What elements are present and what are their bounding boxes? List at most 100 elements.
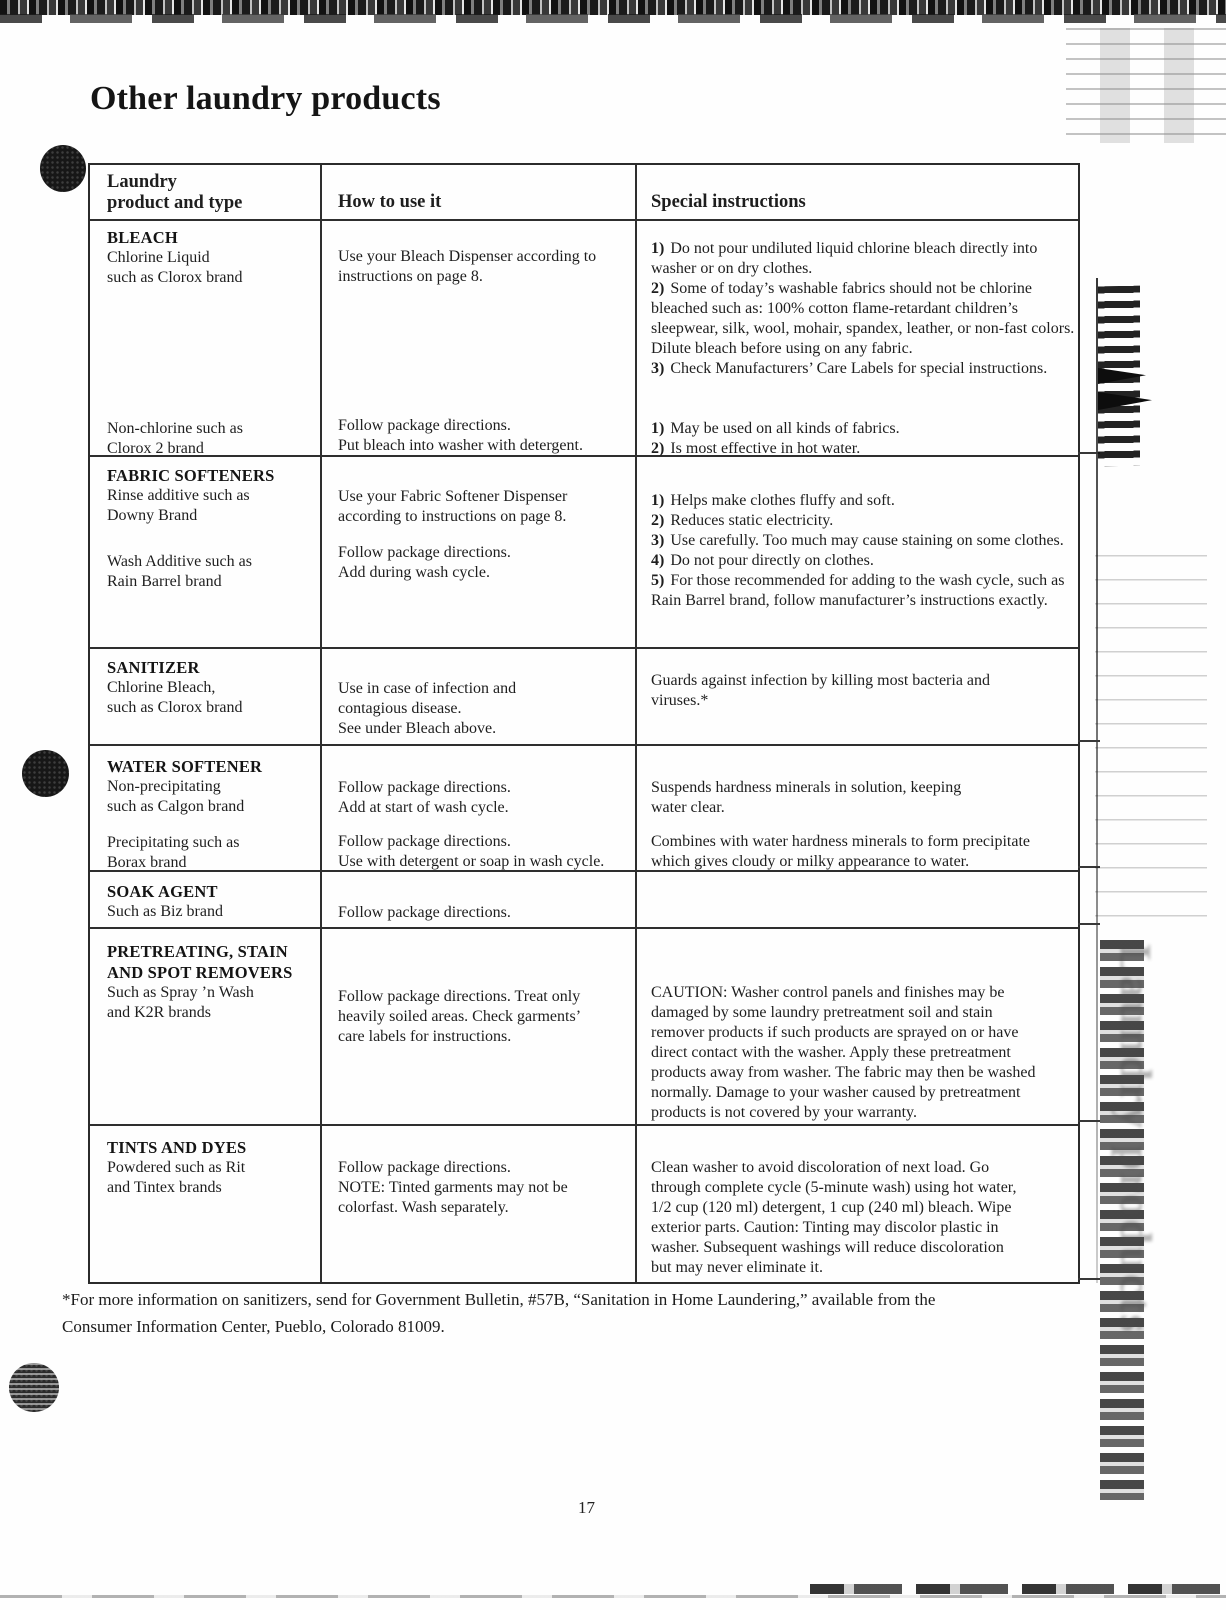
item-number: 3) [651, 360, 665, 377]
row-water-softener: WATER SOFTENER Non-precipitating such as… [90, 744, 1078, 873]
header-how-to-use: How to use it [320, 165, 635, 219]
sanitizer-instructions-cell: Guards against infection by killing most… [635, 649, 1078, 744]
scan-noise-top-edge [0, 0, 1226, 15]
instruction-item: 3) Use carefully. Too much may cause stai… [651, 531, 1076, 551]
product-lines: Chlorine Liquid such as Clorox brand [107, 249, 243, 286]
scan-line [1078, 923, 1100, 925]
water-softener-usage-cell: Follow package directions. Add at start … [320, 746, 635, 873]
instruction-list: 1) Do not pour undiluted liquid chlorine … [651, 239, 1076, 419]
usage-text: Use your Bleach Dispenser according to i… [338, 248, 597, 285]
soak-agent-instructions-cell [635, 872, 1078, 927]
item-text: Is most effective in hot water. [670, 440, 861, 457]
fabric-softeners-instructions-cell: 1) Helps make clothes fluffy and soft. 2)… [635, 457, 1078, 647]
product-lines: Non-chlorine such as Clorox 2 brand [107, 420, 243, 457]
soak-agent-usage-cell: Follow package directions. [320, 872, 635, 927]
product-lines: Precipitating such as Borax brand [107, 834, 240, 871]
usage-text: Follow package directions. [338, 904, 511, 921]
item-number: 2) [651, 280, 665, 297]
hole-punch-top [40, 145, 86, 192]
bleach-instructions-cell: 1) Do not pour undiluted liquid chlorine … [635, 221, 1078, 459]
laundry-products-table: Laundry product and type How to use it S… [88, 163, 1080, 1284]
item-text: Helps make clothes fluffy and soft. [670, 492, 895, 509]
scan-noise-bottom-line [0, 1595, 1226, 1598]
item-number: 2) [651, 440, 665, 457]
pretreating-product-cell: PRETREATING, STAIN AND SPOT REMOVERS Suc… [90, 929, 320, 1124]
instruction-item: 2) Reduces static electricity. [651, 511, 1076, 531]
row-heading: PRETREATING, STAIN AND SPOT REMOVERS [107, 942, 293, 982]
tints-usage-cell: Follow package directions. NOTE: Tinted … [320, 1126, 635, 1282]
item-number: 1) [651, 420, 665, 437]
product-lines: Powdered such as Rit and Tintex brands [107, 1159, 246, 1196]
pretreating-instructions-cell: CAUTION: Washer control panels and finis… [635, 929, 1078, 1124]
row-tints-and-dyes: TINTS AND DYES Powdered such as Rit and … [90, 1124, 1078, 1282]
pretreating-usage-cell: Follow package directions. Treat only he… [320, 929, 635, 1124]
table-header-row: Laundry product and type How to use it S… [90, 165, 1078, 219]
row-fabric-softeners: FABRIC SOFTENERS Rinse additive such as … [90, 455, 1078, 647]
item-text: Some of today’s washable fabrics should … [651, 280, 1075, 357]
instructions-text: CAUTION: Washer control panels and finis… [651, 984, 1036, 1121]
row-bleach: BLEACH Chlorine Liquid such as Clorox br… [90, 219, 1078, 459]
instruction-item: 2) Is most effective in hot water. [651, 439, 1076, 459]
page-title: Other laundry products [90, 80, 441, 117]
scan-line [1078, 866, 1100, 868]
usage-text: Use your Fabric Softener Dispenser accor… [338, 488, 568, 525]
instruction-item: 3) Check Manufacturers’ Care Labels for s… [651, 359, 1076, 379]
instruction-item: 1) Helps make clothes fluffy and soft. [651, 491, 1076, 511]
item-text: Reduces static electricity. [670, 512, 834, 529]
scan-tab-bars [1100, 940, 1144, 1500]
usage-text: Follow package directions. Use with dete… [338, 833, 605, 870]
product-lines: Rinse additive such as Downy Brand [107, 487, 250, 524]
instruction-item: 2) Some of today’s washable fabrics shoul… [651, 279, 1076, 359]
item-text: Use carefully. Too much may cause staini… [670, 532, 1064, 549]
scan-noise-bottom-edge [810, 1584, 1226, 1594]
scan-noise-top-right [1066, 28, 1226, 143]
page-number: 17 [578, 1498, 595, 1517]
item-number: 1) [651, 240, 665, 257]
instruction-list: 1) May be used on all kinds of fabrics. 2… [651, 419, 1076, 459]
footnote-line: Consumer Information Center, Pueblo, Col… [62, 1317, 445, 1336]
sanitizer-footnote: *For more information on sanitizers, sen… [62, 1286, 1072, 1340]
scan-noise-top-edge-2 [0, 14, 1226, 23]
sanitizer-usage-cell: Use in case of infection and contagious … [320, 649, 635, 744]
fabric-softeners-usage-cell: Use your Fabric Softener Dispenser accor… [320, 457, 635, 647]
item-text: Do not pour undiluted liquid chlorine bl… [651, 240, 1038, 277]
product-lines: Wash Additive such as Rain Barrel brand [107, 553, 252, 590]
row-heading: SOAK AGENT [107, 882, 218, 901]
footnote-line: *For more information on sanitizers, sen… [62, 1290, 936, 1309]
row-heading: TINTS AND DYES [107, 1138, 247, 1157]
usage-text: Follow package directions. Treat only he… [338, 988, 582, 1045]
item-number: 2) [651, 512, 665, 529]
scan-page-edge-line [1096, 278, 1098, 1283]
usage-text: Follow package directions. Put bleach in… [338, 417, 583, 454]
header-product-and-type: Laundry product and type [107, 172, 243, 213]
bleach-chlorine-block: BLEACH Chlorine Liquid such as Clorox br… [107, 227, 314, 419]
soak-agent-product-cell: SOAK AGENT Such as Biz brand [90, 872, 320, 927]
tints-product-cell: TINTS AND DYES Powdered such as Rit and … [90, 1126, 320, 1282]
instruction-item: 5) For those recommended for adding to th… [651, 571, 1076, 611]
usage-text: Follow package directions. Add at start … [338, 779, 511, 816]
product-lines: Such as Biz brand [107, 903, 223, 920]
header-special-instructions: Special instructions [635, 165, 1078, 219]
bleach-usage-cell: Use your Bleach Dispenser according to i… [320, 221, 635, 459]
row-heading: BLEACH [107, 228, 178, 247]
usage-text: Follow package directions. NOTE: Tinted … [338, 1159, 568, 1216]
row-sanitizer: SANITIZER Chlorine Bleach, such as Cloro… [90, 647, 1078, 744]
item-number: 5) [651, 572, 665, 589]
row-heading: SANITIZER [107, 658, 200, 677]
hole-punch-bottom [9, 1363, 59, 1412]
row-soak-agent: SOAK AGENT Such as Biz brand Follow pack… [90, 870, 1078, 927]
side-tab-bleedthrough: Laundry products [1100, 940, 1172, 1500]
instruction-item: 4) Do not pour directly on clothes. [651, 551, 1076, 571]
product-lines: Such as Spray ’n Wash and K2R brands [107, 984, 254, 1021]
sanitizer-product-cell: SANITIZER Chlorine Bleach, such as Cloro… [90, 649, 320, 744]
product-lines: Non-precipitating such as Calgon brand [107, 778, 245, 815]
scan-line [1078, 452, 1100, 454]
usage-text: Follow package directions. Add during wa… [338, 544, 511, 581]
usage-text: Use in case of infection and contagious … [338, 680, 517, 737]
water-softener-instructions-cell: Suspends hardness minerals in solution, … [635, 746, 1078, 873]
item-text: For those recommended for adding to the … [651, 572, 1065, 609]
item-number: 4) [651, 552, 665, 569]
instructions-text: Suspends hardness minerals in solution, … [651, 779, 962, 816]
item-text: Check Manufacturers’ Care Labels for spe… [670, 360, 1048, 377]
